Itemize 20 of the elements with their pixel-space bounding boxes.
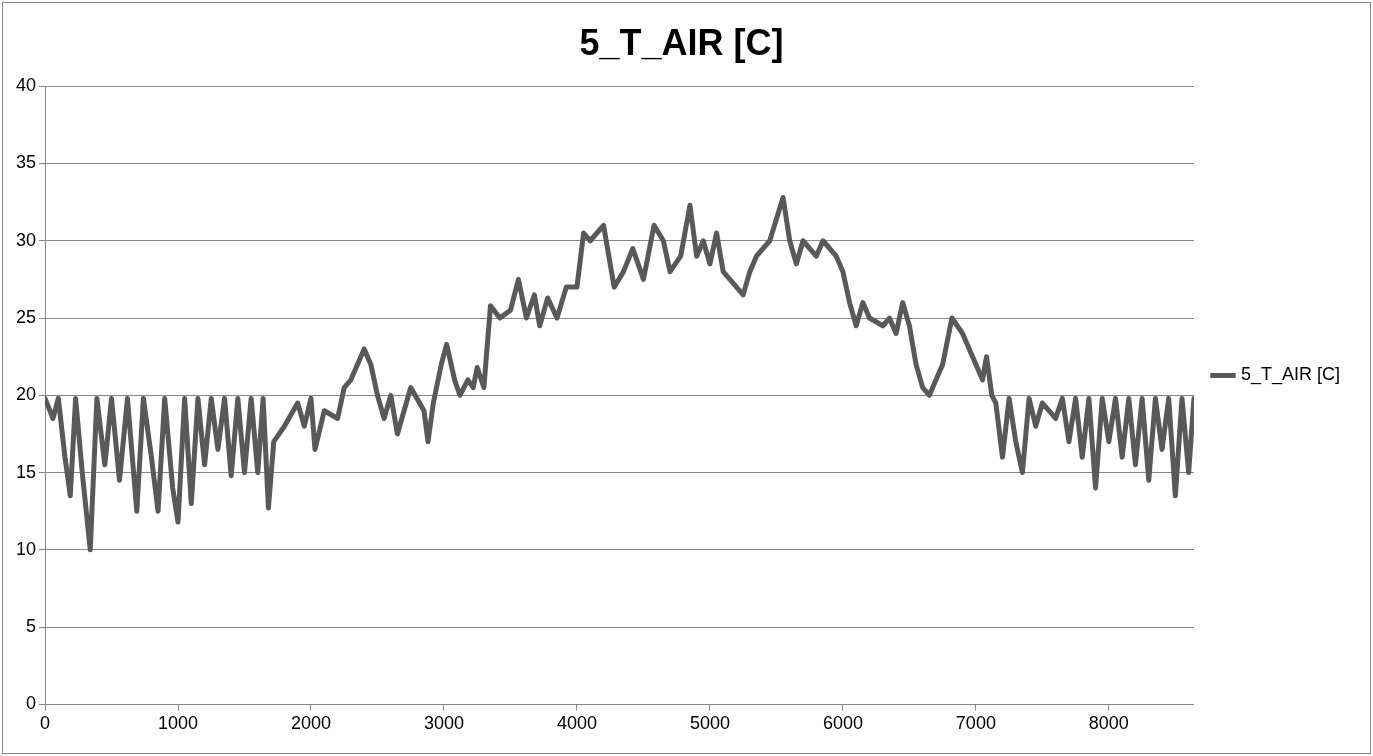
x-tick-label: 3000 bbox=[423, 713, 464, 734]
y-tick-label: 10 bbox=[15, 538, 37, 559]
y-tick-label: 15 bbox=[15, 461, 37, 482]
y-tick-label: 20 bbox=[15, 384, 37, 405]
legend-label: 5_T_AIR [C] bbox=[1240, 364, 1341, 386]
x-tick-label: 0 bbox=[40, 713, 51, 734]
x-tick-label: 6000 bbox=[822, 713, 863, 734]
y-tick-label: 25 bbox=[15, 306, 37, 327]
x-tick-label: 7000 bbox=[955, 713, 996, 734]
y-tick-label: 35 bbox=[15, 152, 37, 173]
x-tick-label: 5000 bbox=[689, 713, 730, 734]
y-tick-label: 5 bbox=[26, 616, 37, 637]
y-tick-label: 40 bbox=[15, 75, 37, 96]
chart-title: 5_T_AIR [C] bbox=[579, 21, 784, 63]
y-tick-label: 0 bbox=[26, 693, 37, 714]
x-tick-label: 1000 bbox=[157, 713, 199, 734]
x-tick-label: 8000 bbox=[1088, 713, 1129, 734]
x-tick-label: 4000 bbox=[556, 713, 597, 734]
y-tick-label: 30 bbox=[15, 229, 37, 250]
x-tick-label: 2000 bbox=[290, 713, 331, 734]
